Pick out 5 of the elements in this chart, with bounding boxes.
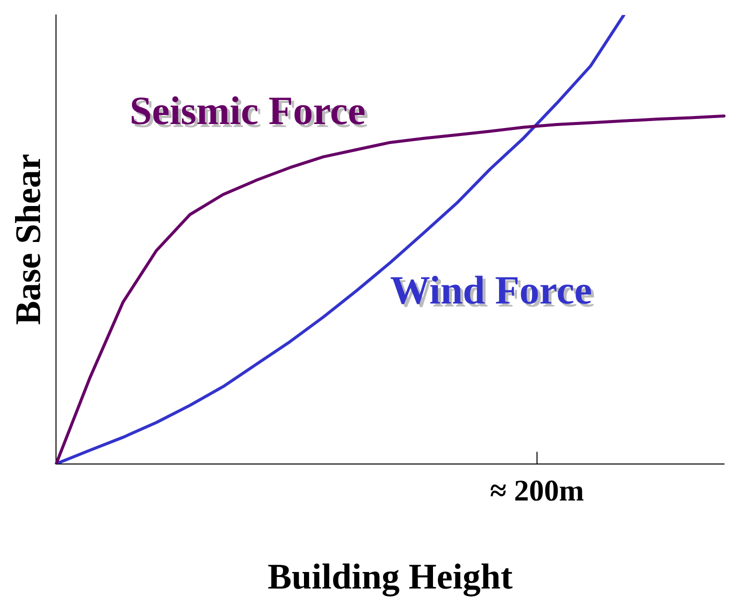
x-axis-title: Building Height: [268, 556, 513, 597]
series-label: Seismic Force: [132, 91, 368, 136]
y-axis-title: Base Shear: [8, 154, 48, 325]
series-label: Wind Force: [390, 268, 592, 313]
text: ≈ 200m: [490, 474, 584, 508]
